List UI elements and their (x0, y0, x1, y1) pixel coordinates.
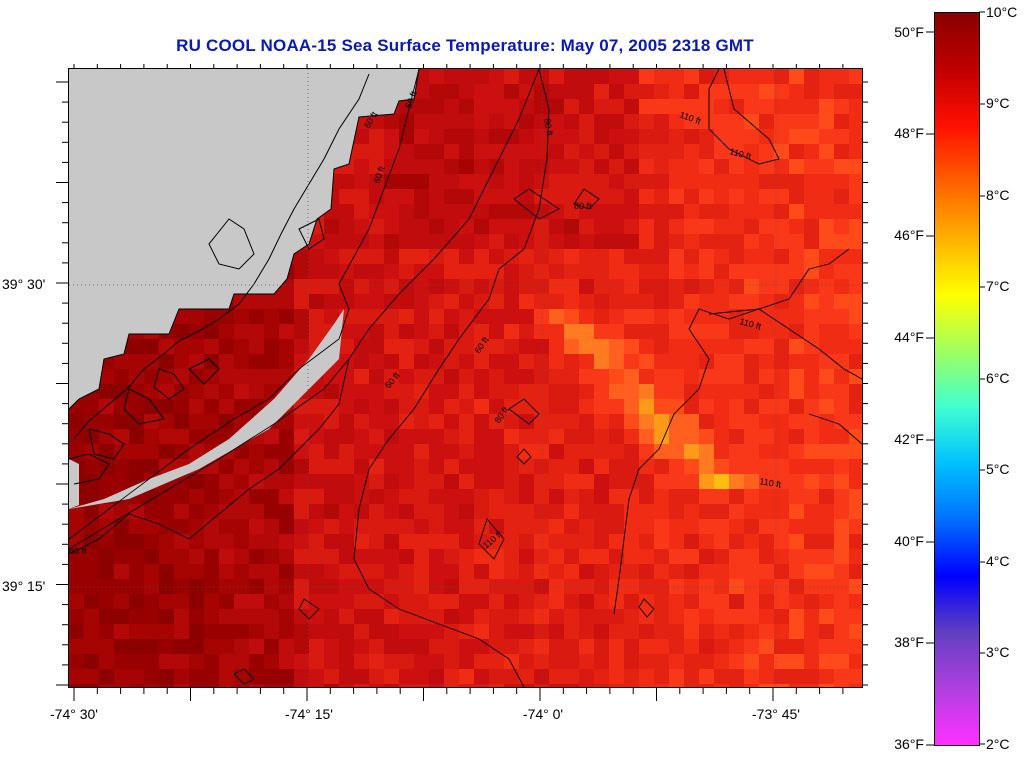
cb-label-7c: 7°C (986, 278, 1010, 294)
cb-label-10c: 10°C (986, 4, 1018, 20)
cb-label-5c: 5°C (986, 461, 1010, 477)
contour-label: 110 ft (759, 476, 783, 490)
cb-label-48f: 48°F (894, 125, 924, 141)
cb-label-42f: 42°F (894, 431, 924, 447)
cb-label-4c: 4°C (986, 553, 1010, 569)
lon-label-74-30: -74° 30' (50, 706, 98, 722)
contour-label: 60 ft (69, 546, 87, 556)
cb-label-36f: 36°F (894, 736, 924, 752)
cb-label-9c: 9°C (986, 95, 1010, 111)
graticule (69, 69, 862, 687)
lon-label-74-0: -74° 0' (522, 706, 564, 722)
cb-label-40f: 40°F (894, 533, 924, 549)
contour-label: 80 ft (542, 118, 555, 137)
cb-label-38f: 38°F (894, 634, 924, 650)
map-title: RU COOL NOAA-15 Sea Surface Temperature:… (176, 36, 754, 55)
cb-label-44f: 44°F (894, 329, 924, 345)
coastline (69, 69, 420, 485)
contour-label: 80 ft (574, 201, 592, 211)
temperature-colorbar (934, 12, 980, 746)
lat-label-39-15: 39° 15' (2, 578, 46, 594)
lon-label-74-15: -74° 15' (285, 706, 333, 722)
bathymetry-contours (69, 69, 862, 687)
cb-label-6c: 6°C (986, 370, 1010, 386)
cb-label-46f: 46°F (894, 227, 924, 243)
cb-label-2c: 2°C (986, 736, 1010, 752)
sst-map: 50 ft 60 ft 60 ft 60 ft 60 ft 80 ft 80 ft 80 ft… (68, 68, 863, 688)
lon-label-73-45: -73° 45' (752, 706, 800, 722)
cb-label-8c: 8°C (986, 187, 1010, 203)
lat-label-39-30: 39° 30' (2, 276, 46, 292)
cb-label-50f: 50°F (894, 24, 924, 40)
cb-label-3c: 3°C (986, 644, 1010, 660)
